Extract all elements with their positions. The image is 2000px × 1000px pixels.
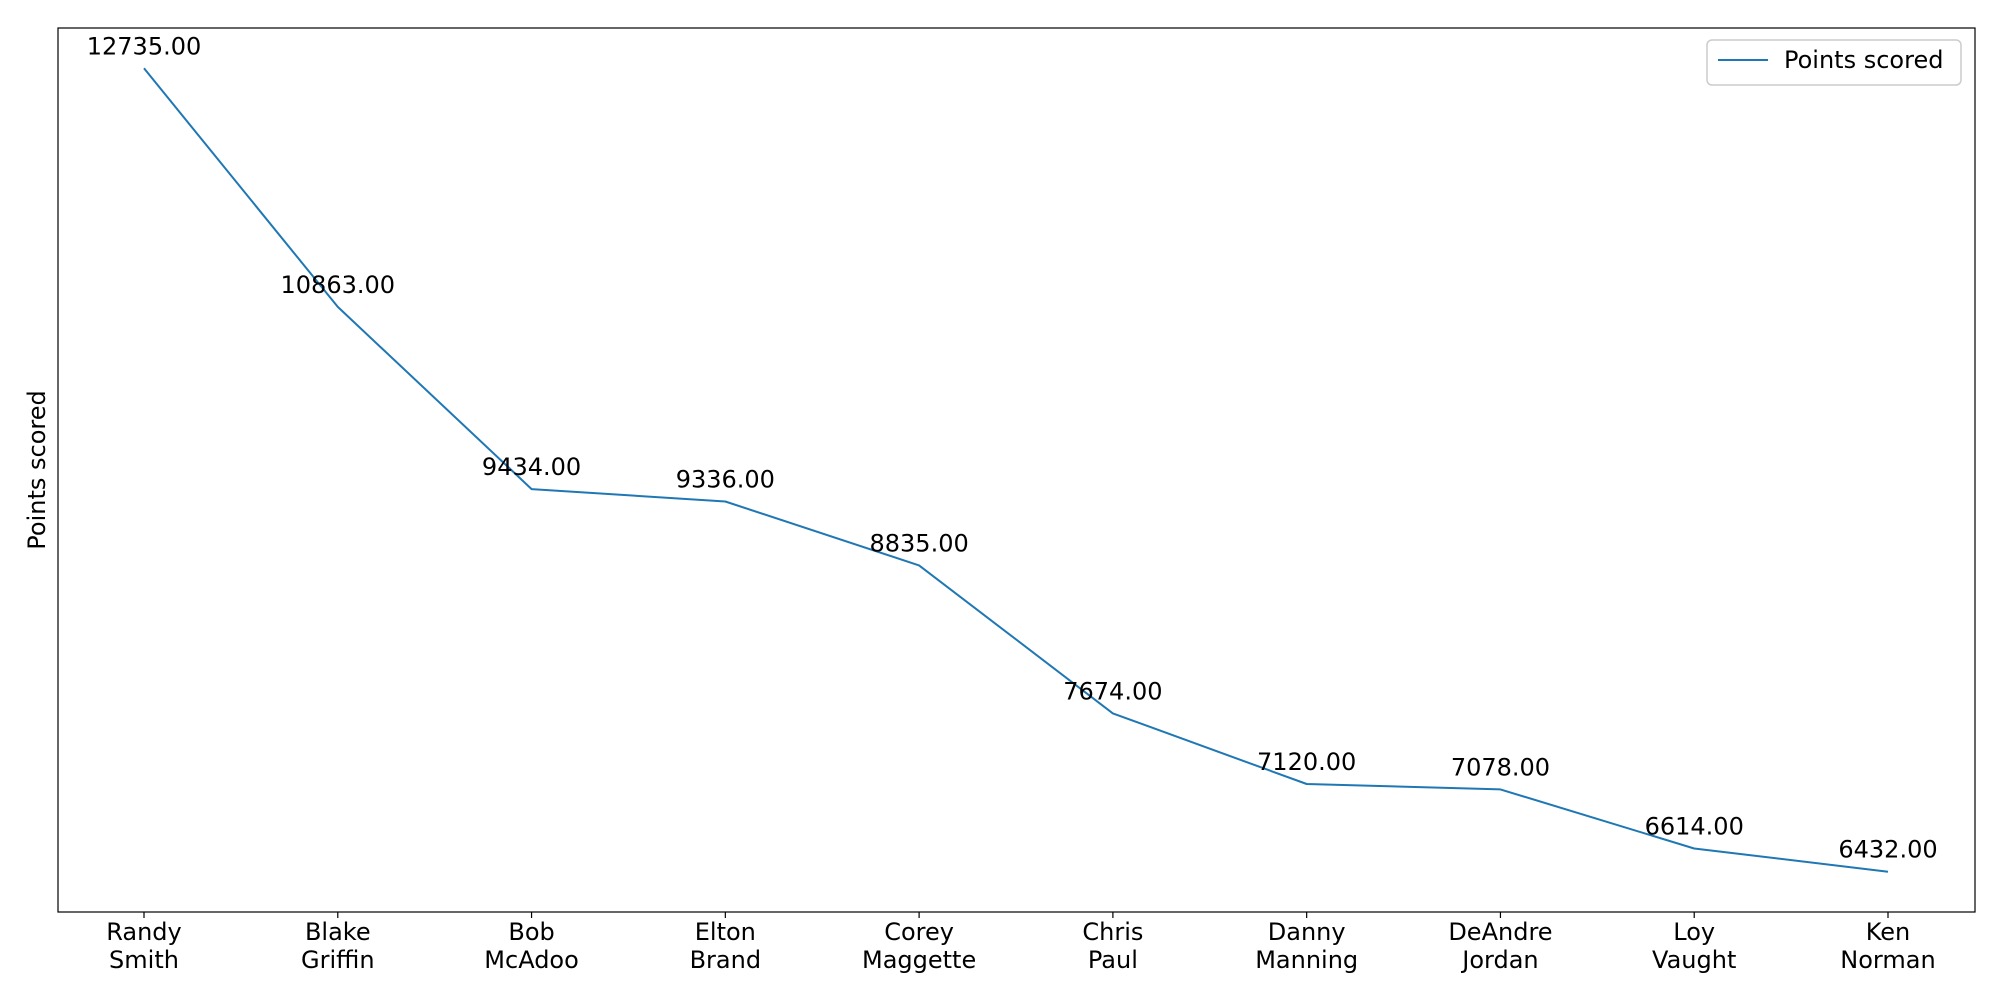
x-tick-label: Blake Griffin: [301, 918, 375, 974]
data-label: 7078.00: [1451, 753, 1550, 781]
data-label: 7120.00: [1257, 748, 1356, 776]
x-tick-label: DeAndre Jordan: [1448, 918, 1552, 974]
legend: Points scored: [1706, 39, 1962, 86]
x-tick-label: Bob McAdoo: [484, 918, 579, 974]
data-labels: 12735.00 10863.00 9434.00 9336.00 8835.00 767…: [87, 32, 1938, 863]
data-label: 9434.00: [482, 453, 581, 481]
x-tick-label: Chris Paul: [1082, 918, 1143, 974]
data-label: 7674.00: [1063, 677, 1162, 705]
data-label: 9336.00: [676, 466, 775, 494]
chart-marks: [143, 67, 1889, 873]
x-tick-label: Ken Norman: [1840, 918, 1935, 974]
x-tick-label: Loy Vaught: [1652, 918, 1736, 974]
x-tick-label: Danny Manning: [1255, 918, 1358, 974]
x-tick-label: Elton Brand: [690, 918, 761, 974]
legend-frame: [1706, 39, 1962, 86]
x-tick-label: Randy Smith: [106, 918, 182, 974]
x-tick-label: Corey Maggette: [862, 918, 976, 974]
plot-area: [57, 27, 1976, 913]
series-line-0: [143, 67, 1889, 873]
x-axis: Randy Smith Blake Griffin Bob McAdoo Elton Bran…: [106, 912, 1936, 974]
data-label: 6614.00: [1645, 813, 1744, 841]
legend-label: Points scored: [1784, 46, 1943, 74]
plot-frame: [57, 27, 1976, 913]
data-label: 8835.00: [869, 529, 968, 557]
data-label: 12735.00: [87, 32, 202, 60]
data-label: 10863.00: [281, 271, 396, 299]
data-label: 6432.00: [1838, 836, 1937, 864]
y-axis-title: Points scored: [23, 390, 51, 549]
